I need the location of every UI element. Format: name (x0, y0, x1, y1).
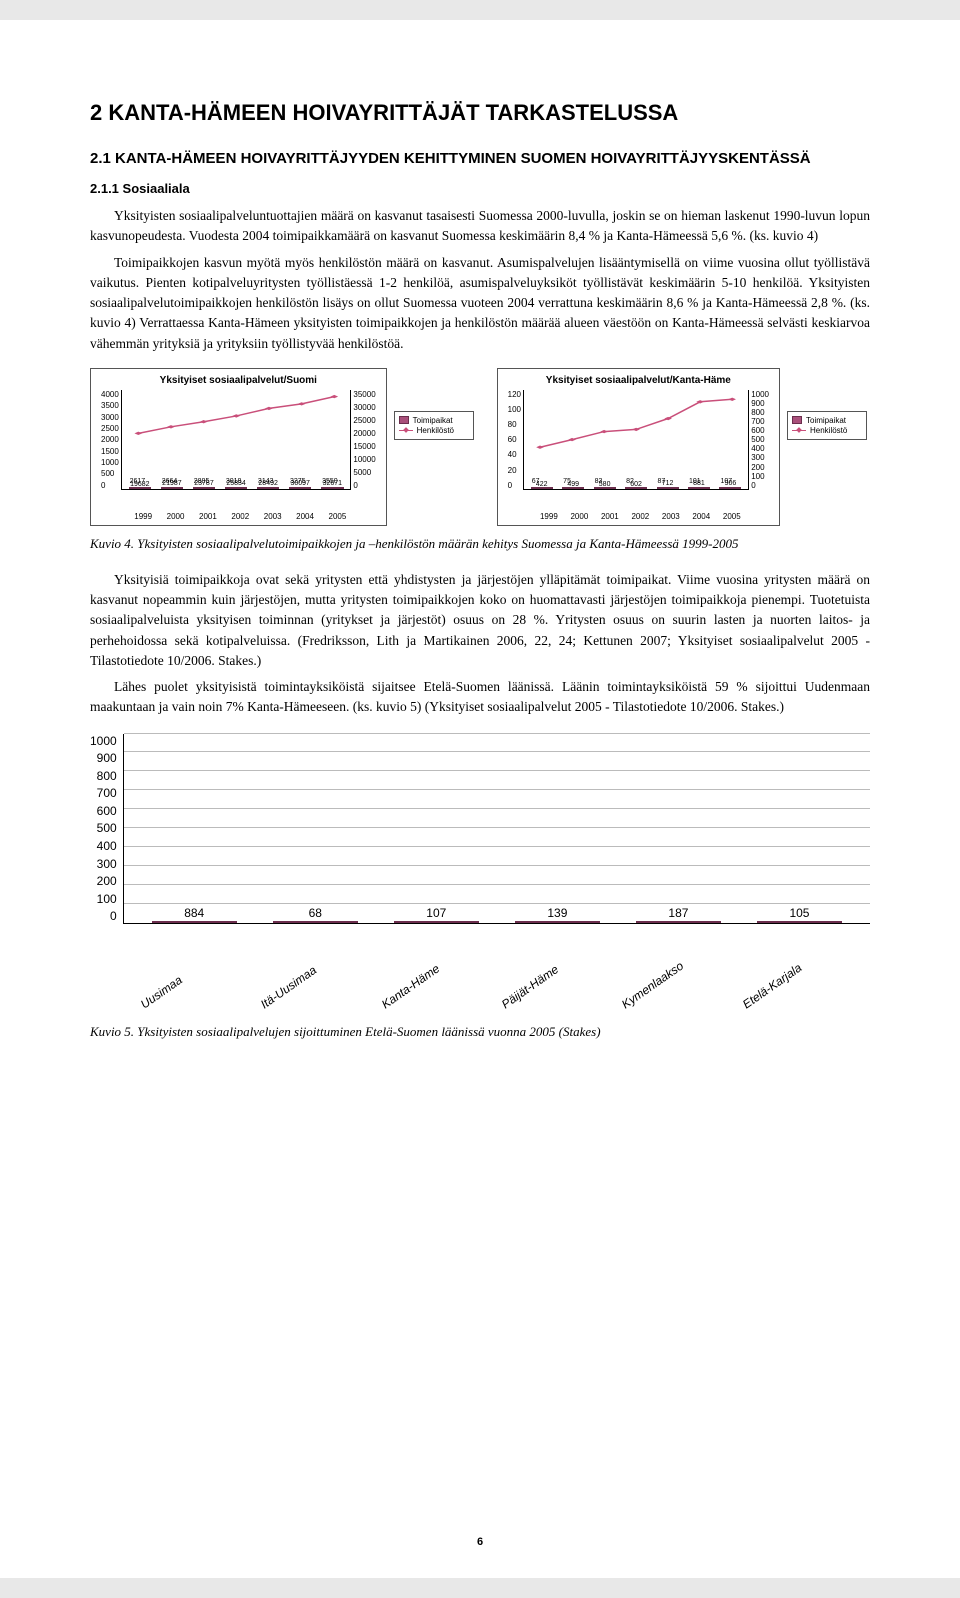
figure-4-caption: Kuvio 4. Yksityisten sosiaalipalvelutoim… (90, 536, 870, 552)
chart-a-x-labels: 1999200020012002200320042005 (99, 512, 378, 521)
legend-line-icon (399, 430, 413, 431)
legend-line-icon (792, 430, 806, 431)
legend-a-label: Toimipaikat (806, 416, 846, 425)
chart-b-title: Yksityiset sosiaalipalvelut/Kanta-Häme (506, 375, 771, 386)
paragraph-2: Toimipaikkojen kasvun myötä myös henkilö… (90, 253, 870, 354)
chart-a-title: Yksityiset sosiaalipalvelut/Suomi (99, 375, 378, 386)
chart-a-legend: Toimipaikat Henkilöstö (394, 411, 474, 440)
page-number: 6 (0, 1536, 960, 1548)
heading-2: 2.1 KANTA-HÄMEEN HOIVAYRITTÄJYYDEN KEHIT… (90, 150, 870, 167)
chart-c-plot: 88468107139187105 (123, 734, 870, 924)
chart-b-legend: Toimipaikat Henkilöstö (787, 411, 867, 440)
paragraph-4: Lähes puolet yksityisistä toimintayksikö… (90, 677, 870, 718)
legend-swatch-icon (792, 416, 802, 424)
chart-a-y-left: 05001000150020002500300035004000 (99, 390, 121, 490)
chart-c-y-axis: 01002003004005006007008009001000 (90, 734, 123, 924)
chart-kanta-hame: Yksityiset sosiaalipalvelut/Kanta-Häme 0… (497, 368, 780, 526)
chart-b-x-labels: 1999200020012002200320042005 (506, 512, 771, 521)
document-page: 2 KANTA-HÄMEEN HOIVAYRITTÄJÄT TARKASTELU… (0, 20, 960, 1578)
chart-a-plot: 2617196822664219872885237873018258343143… (121, 390, 352, 490)
paragraph-1: Yksityisten sosiaalipalveluntuottajien m… (90, 206, 870, 247)
legend-b-label: Henkilöstö (810, 426, 847, 435)
chart-b-plot: 6742275499835808260287712101881107906 (523, 390, 749, 490)
legend-a-label: Toimipaikat (413, 416, 453, 425)
chart-a-y-right: 05000100001500020000250003000035000 (351, 390, 377, 490)
chart-b-y-left: 020406080100120 (506, 390, 523, 490)
figure-5-caption: Kuvio 5. Yksityisten sosiaalipalvelujen … (90, 1024, 870, 1040)
figure-4-row: Yksityiset sosiaalipalvelut/Suomi 050010… (90, 368, 870, 526)
chart-b-y-right: 01002003004005006007008009001000 (749, 390, 771, 490)
chart-c-x-labels: UusimaaItä-UusimaaKanta-HämePäijät-HämeK… (90, 988, 870, 1014)
legend-b-label: Henkilöstö (417, 426, 454, 435)
heading-3: 2.1.1 Sosiaaliala (90, 181, 870, 196)
chart-suomi: Yksityiset sosiaalipalvelut/Suomi 050010… (90, 368, 387, 526)
legend-swatch-icon (399, 416, 409, 424)
paragraph-3: Yksityisiä toimipaikkoja ovat sekä yrity… (90, 570, 870, 671)
heading-1: 2 KANTA-HÄMEEN HOIVAYRITTÄJÄT TARKASTELU… (90, 100, 870, 126)
